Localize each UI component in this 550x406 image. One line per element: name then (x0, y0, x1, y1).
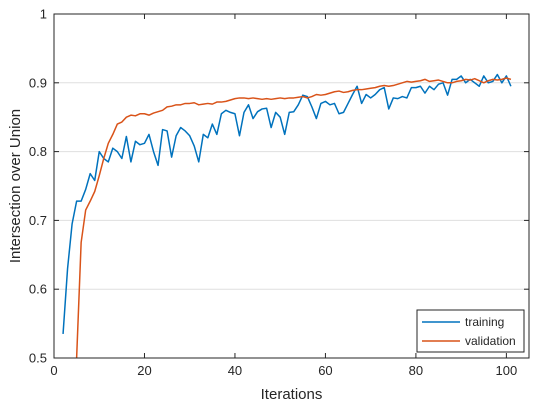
series-line-validation (75, 77, 512, 359)
y-tick-label-0: 0.5 (29, 351, 47, 366)
legend-label-training: training (465, 315, 504, 329)
x-tick-label-2: 40 (228, 363, 242, 378)
x-axis-label: Iterations (261, 386, 323, 403)
y-tick-label-5: 1 (40, 7, 47, 22)
y-tick-label-4: 0.9 (29, 75, 47, 90)
y-tick-label-3: 0.8 (29, 144, 47, 159)
x-tick-label-5: 100 (496, 363, 518, 378)
y-axis-label: Intersection over Union (7, 109, 24, 263)
plot-frame (53, 13, 530, 359)
x-tick-label-1: 20 (137, 363, 151, 378)
x-tick-label-3: 60 (318, 363, 332, 378)
series-lines (62, 73, 512, 359)
legend-label-validation: validation (465, 334, 516, 348)
x-axis-ticks: 0 20 40 60 80 100 (50, 14, 517, 378)
y-tick-label-2: 0.7 (29, 213, 47, 228)
x-tick-label-4: 80 (409, 363, 423, 378)
legend: training validation (416, 309, 525, 353)
x-tick-label-0: 0 (50, 363, 57, 378)
series-line-training (62, 73, 512, 334)
gridlines (54, 82, 529, 290)
y-tick-label-1: 0.6 (29, 282, 47, 297)
legend-box (416, 309, 525, 353)
y-axis-ticks: 0.5 0.6 0.7 0.8 0.9 1 (29, 7, 529, 366)
